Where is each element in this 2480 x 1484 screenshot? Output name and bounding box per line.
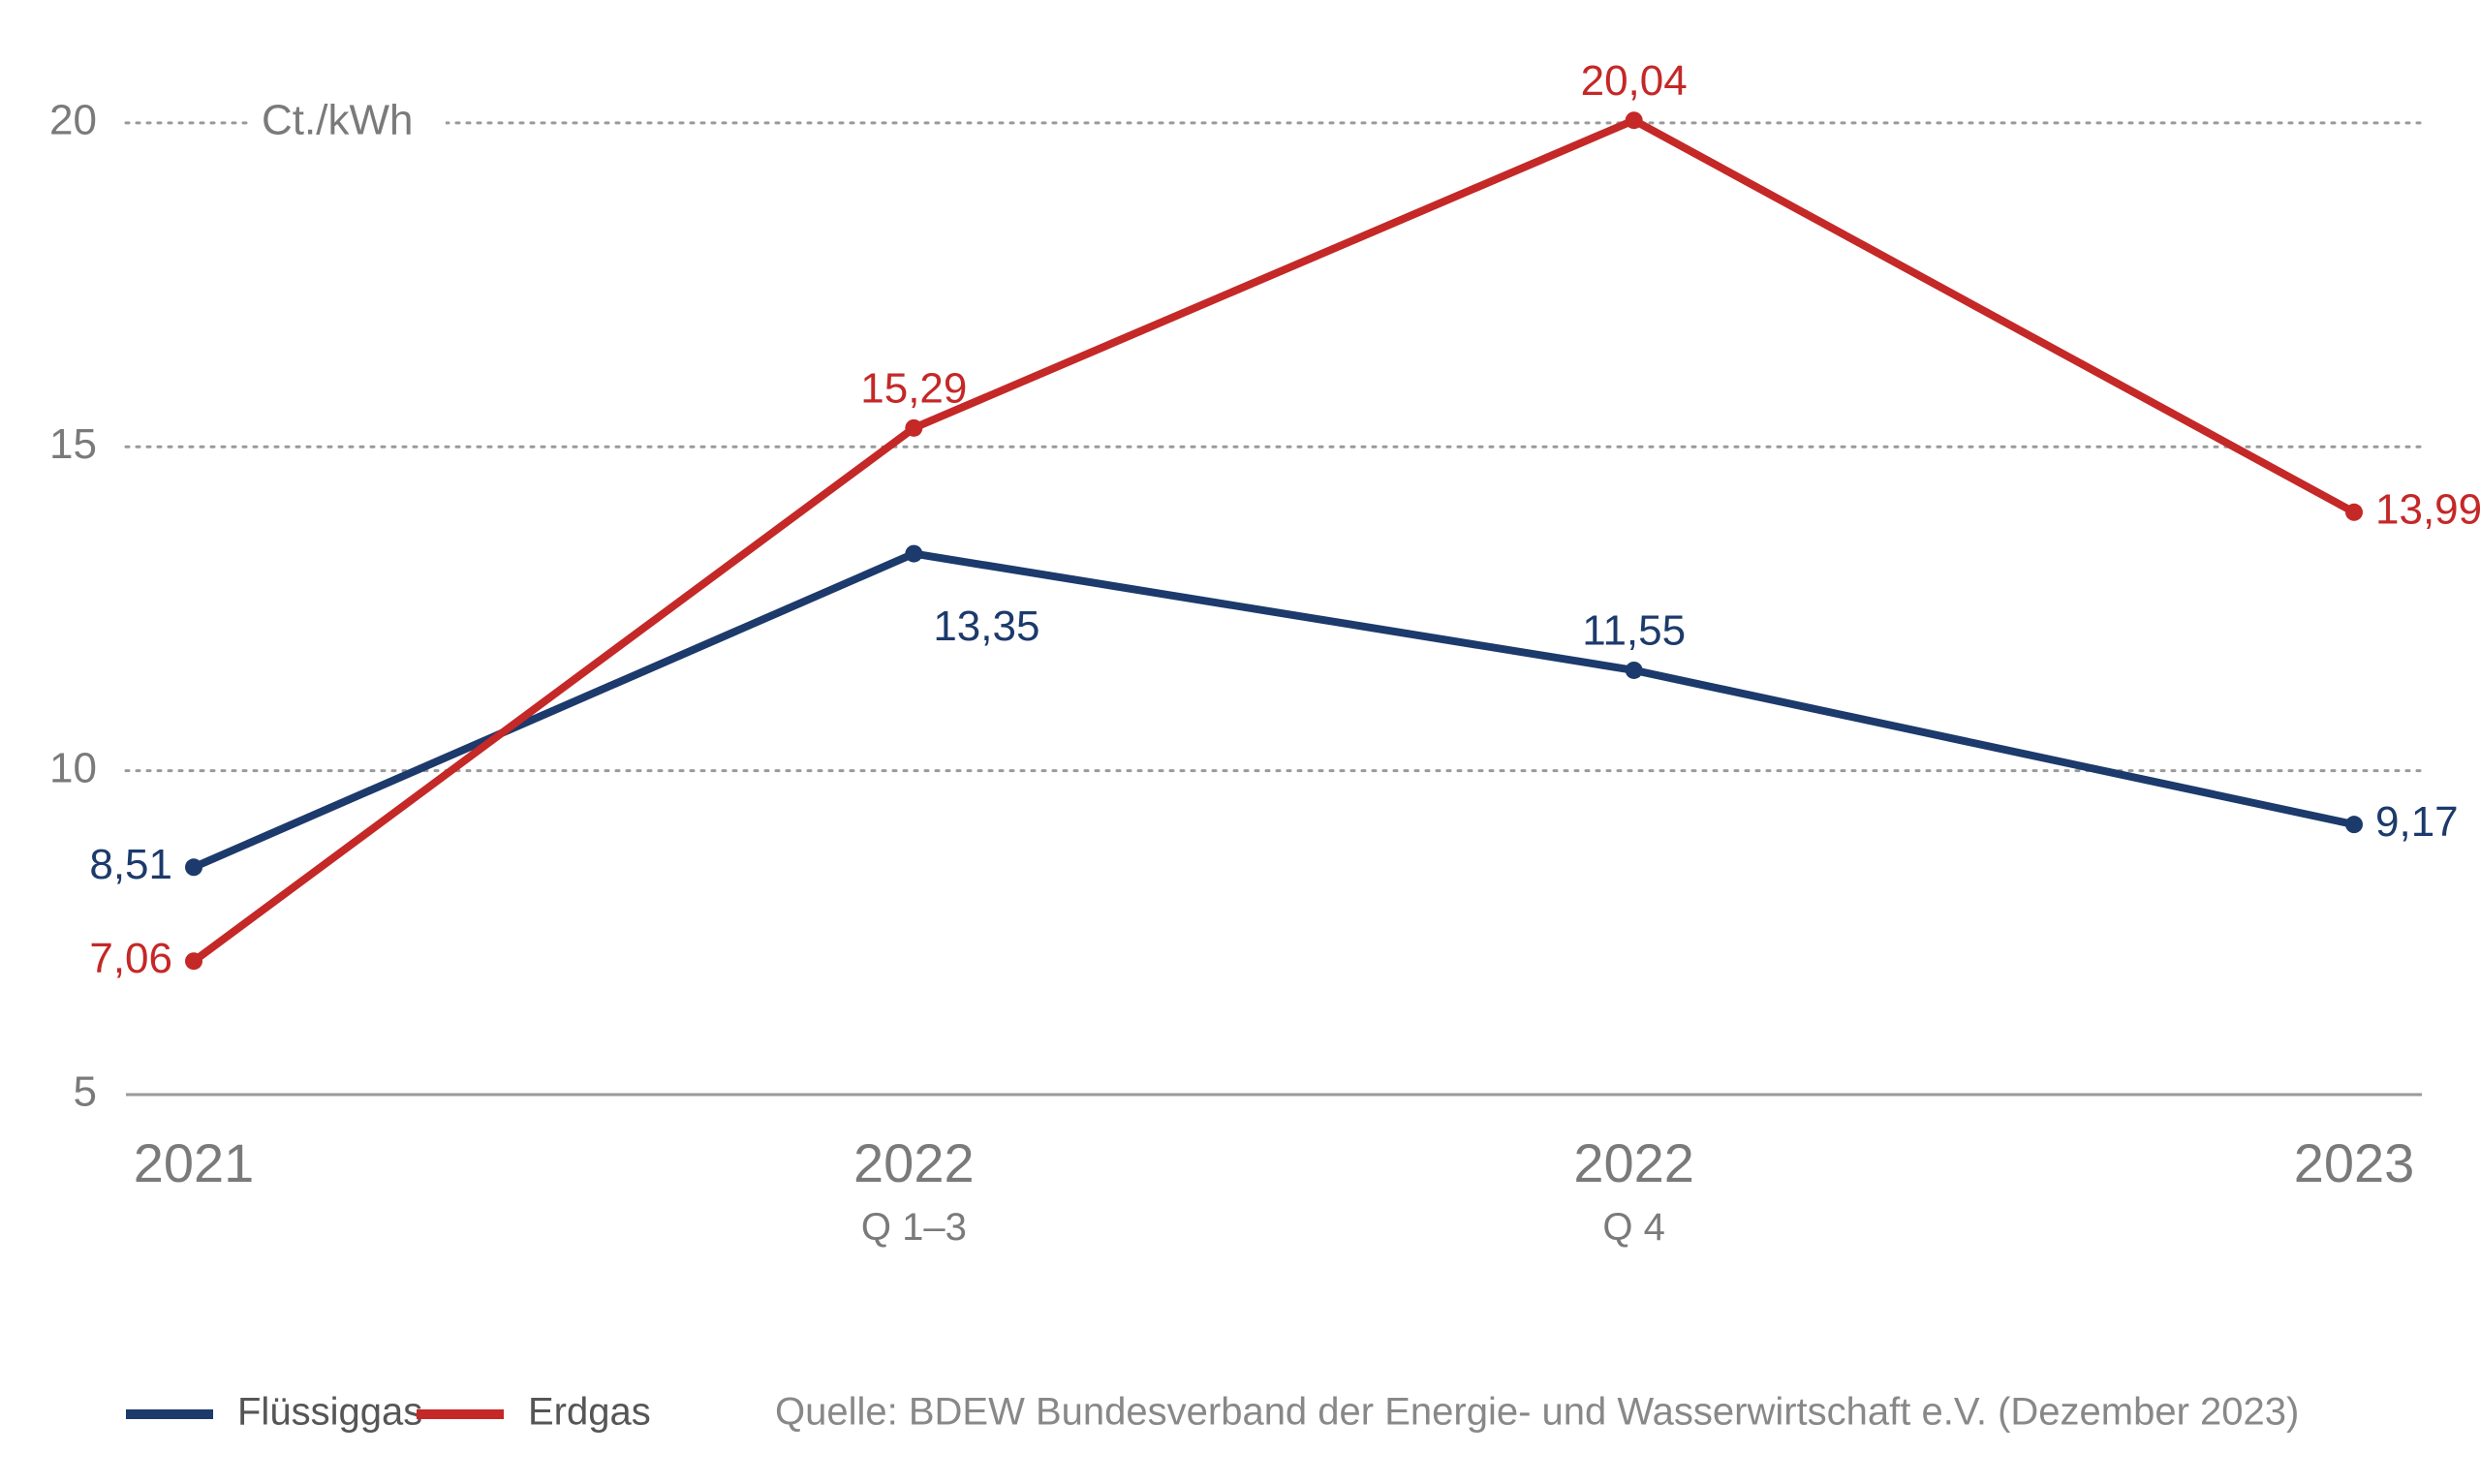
legend-swatch bbox=[126, 1409, 213, 1419]
data-label: 9,17 bbox=[2375, 798, 2459, 846]
legend-label: Flüssiggas bbox=[237, 1391, 422, 1434]
data-label: 15,29 bbox=[860, 364, 967, 412]
data-label: 11,55 bbox=[1582, 607, 1686, 655]
series-marker bbox=[1626, 111, 1643, 129]
legend-swatch bbox=[417, 1409, 504, 1419]
series-line-0 bbox=[194, 554, 2354, 868]
chart-svg: 5 10 15 20 Ct./kWh 8,51 13,35 11,55 9,17 7,06 15,2… bbox=[0, 0, 2480, 1484]
source-label: Quelle: BDEW Bundesverband der Energie- … bbox=[775, 1391, 2299, 1434]
data-label: 13,35 bbox=[933, 603, 1039, 650]
y-tick-label: 15 bbox=[49, 420, 97, 468]
unit-label: Ct./kWh bbox=[262, 97, 413, 144]
data-label: 8,51 bbox=[89, 841, 172, 888]
series-marker bbox=[2345, 504, 2363, 521]
y-tick-label: 5 bbox=[74, 1068, 97, 1116]
y-tick-label: 10 bbox=[49, 744, 97, 791]
legend-label: Erdgas bbox=[528, 1391, 651, 1434]
series-marker bbox=[905, 419, 922, 437]
series-marker bbox=[905, 545, 922, 563]
data-label: 7,06 bbox=[89, 935, 172, 982]
chart-container: 5 10 15 20 Ct./kWh 8,51 13,35 11,55 9,17 7,06 15,2… bbox=[0, 0, 2480, 1484]
series-marker bbox=[185, 952, 202, 970]
series-marker bbox=[2345, 816, 2363, 833]
x-tick-label: 2023 bbox=[2294, 1132, 2415, 1193]
x-tick-label: 2022 bbox=[853, 1132, 975, 1193]
y-tick-label: 20 bbox=[49, 97, 97, 144]
series-marker bbox=[1626, 662, 1643, 679]
data-label: 13,99 bbox=[2375, 485, 2480, 533]
x-tick-label: 2022 bbox=[1573, 1132, 1694, 1193]
series-marker bbox=[185, 858, 202, 876]
x-tick-sublabel: Q 4 bbox=[1602, 1206, 1664, 1249]
data-label: 20,04 bbox=[1581, 57, 1688, 105]
x-tick-sublabel: Q 1–3 bbox=[861, 1206, 967, 1249]
x-tick-label: 2021 bbox=[134, 1132, 255, 1193]
series-line-1 bbox=[194, 120, 2354, 961]
